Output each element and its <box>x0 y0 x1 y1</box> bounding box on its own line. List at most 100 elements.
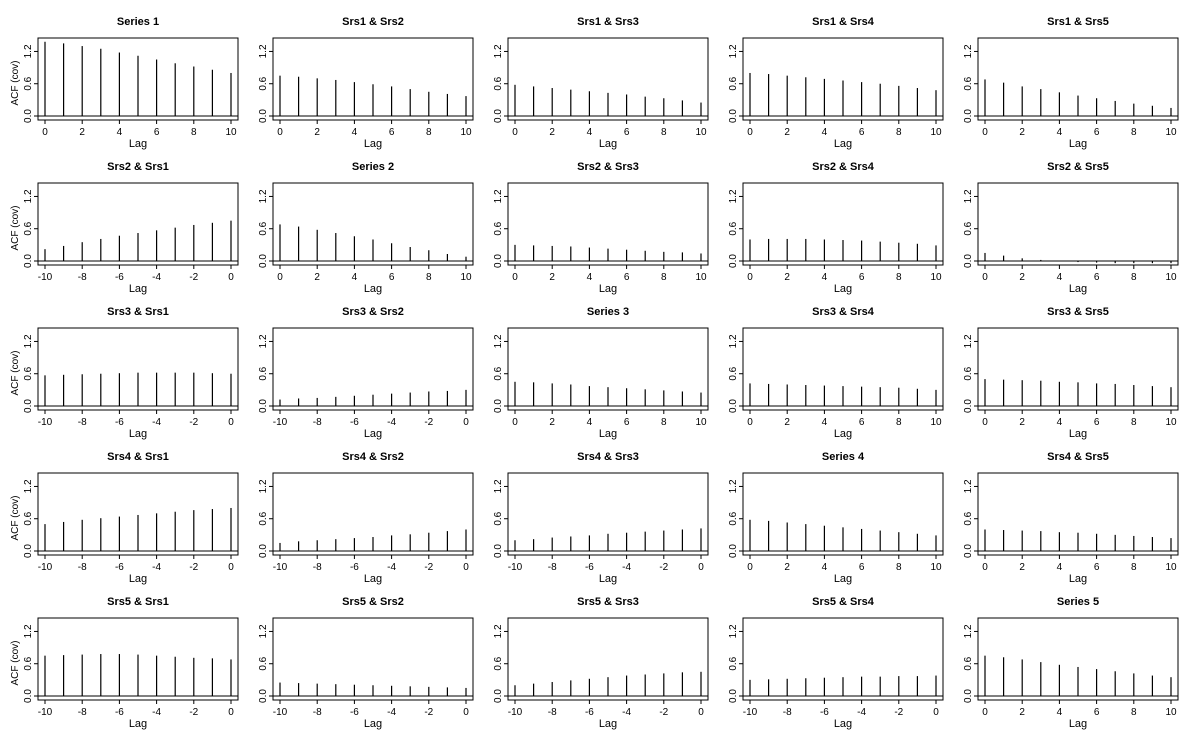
y-tick-label: 0.6 <box>728 76 739 90</box>
x-tick-label: -8 <box>78 272 87 283</box>
x-axis-label: Lag <box>364 283 382 295</box>
x-tick-label: 0 <box>747 562 753 573</box>
x-tick-label: 4 <box>587 272 593 283</box>
x-axis-label: Lag <box>129 138 147 150</box>
x-tick-label: 0 <box>933 707 939 718</box>
x-tick-label: 4 <box>1057 562 1063 573</box>
x-tick-label: -2 <box>424 417 433 428</box>
x-tick-label: 2 <box>1019 127 1025 138</box>
x-tick-label: -6 <box>350 707 359 718</box>
y-tick-label: 1.2 <box>963 334 974 348</box>
x-tick-label: -2 <box>189 417 198 428</box>
x-tick-label: 0 <box>463 562 469 573</box>
x-tick-label: 2 <box>784 127 790 138</box>
panel-frame <box>977 327 1179 411</box>
x-tick-label: 8 <box>426 272 432 283</box>
x-tick-label: 6 <box>624 127 630 138</box>
y-tick-label: 1.2 <box>258 479 269 493</box>
y-tick-label: 1.2 <box>963 44 974 58</box>
y-tick-label: 0.6 <box>258 366 269 380</box>
y-tick-label: 0.0 <box>23 109 34 123</box>
y-tick-label: 0.0 <box>258 544 269 558</box>
panel-frame <box>37 617 239 701</box>
y-tick-label: 0.0 <box>23 689 34 703</box>
panel-title: Srs5 & Srs1 <box>107 596 169 608</box>
y-tick-label: 1.2 <box>258 334 269 348</box>
x-tick-label: -10 <box>273 417 288 428</box>
x-tick-label: 10 <box>930 272 942 283</box>
x-axis-label: Lag <box>834 428 852 440</box>
y-tick-label: 1.2 <box>728 624 739 638</box>
panel-title: Srs1 & Srs2 <box>342 16 404 28</box>
x-tick-label: -6 <box>115 272 124 283</box>
x-axis-label: Lag <box>129 283 147 295</box>
panel-title: Srs2 & Srs1 <box>107 161 169 173</box>
x-tick-label: 10 <box>1165 417 1177 428</box>
y-tick-label: 1.2 <box>258 189 269 203</box>
x-tick-label: 6 <box>1094 417 1100 428</box>
y-tick-label: 0.6 <box>258 656 269 670</box>
x-tick-label: -2 <box>424 707 433 718</box>
y-axis-label: ACF (cov) <box>10 496 21 541</box>
y-tick-label: 1.2 <box>258 44 269 58</box>
x-axis-label: Lag <box>364 428 382 440</box>
x-tick-label: -8 <box>313 707 322 718</box>
panel-title: Series 5 <box>1057 596 1099 608</box>
y-tick-label: 0.6 <box>493 76 504 90</box>
x-axis-label: Lag <box>1069 573 1087 585</box>
x-tick-label: 8 <box>661 127 667 138</box>
x-axis-label: Lag <box>599 718 617 730</box>
panel-frame <box>272 182 474 266</box>
x-tick-label: 4 <box>1057 127 1063 138</box>
x-axis-label: Lag <box>599 138 617 150</box>
x-tick-label: -4 <box>152 562 161 573</box>
y-tick-label: 0.6 <box>23 511 34 525</box>
panel-title: Srs3 & Srs4 <box>812 306 875 318</box>
y-tick-label: 1.2 <box>728 189 739 203</box>
x-tick-label: 8 <box>1131 127 1137 138</box>
y-tick-label: 1.2 <box>23 189 34 203</box>
y-tick-label: 0.0 <box>728 689 739 703</box>
y-tick-label: 1.2 <box>23 44 34 58</box>
x-tick-label: -6 <box>585 562 594 573</box>
x-axis-label: Lag <box>1069 718 1087 730</box>
x-tick-label: 0 <box>463 417 469 428</box>
x-tick-label: 2 <box>549 417 555 428</box>
y-tick-label: 0.0 <box>728 544 739 558</box>
x-tick-label: -8 <box>78 562 87 573</box>
panel-title: Srs1 & Srs3 <box>577 16 639 28</box>
x-tick-label: 8 <box>896 417 902 428</box>
x-tick-label: 4 <box>1057 272 1063 283</box>
x-tick-label: 10 <box>695 417 707 428</box>
y-tick-label: 1.2 <box>258 624 269 638</box>
panel-frame <box>507 617 709 701</box>
x-tick-label: -4 <box>152 707 161 718</box>
panel-frame <box>507 472 709 556</box>
x-tick-label: -10 <box>273 562 288 573</box>
y-tick-label: 0.0 <box>963 109 974 123</box>
y-tick-label: 0.6 <box>258 221 269 235</box>
x-axis-label: Lag <box>1069 428 1087 440</box>
x-tick-label: 0 <box>463 707 469 718</box>
x-tick-label: -2 <box>894 707 903 718</box>
y-tick-label: 0.0 <box>23 399 34 413</box>
y-tick-label: 0.0 <box>258 399 269 413</box>
y-tick-label: 0.0 <box>963 254 974 268</box>
x-tick-label: -10 <box>743 707 758 718</box>
y-tick-label: 0.0 <box>493 399 504 413</box>
x-tick-label: -4 <box>387 707 396 718</box>
x-tick-label: 4 <box>822 417 828 428</box>
y-tick-label: 1.2 <box>963 479 974 493</box>
y-tick-label: 1.2 <box>23 479 34 493</box>
y-tick-label: 0.0 <box>728 399 739 413</box>
x-tick-label: -4 <box>622 707 631 718</box>
panel-title: Series 1 <box>117 16 159 28</box>
panel-title: Srs5 & Srs4 <box>812 596 875 608</box>
x-tick-label: 2 <box>1019 272 1025 283</box>
x-tick-label: 2 <box>1019 417 1025 428</box>
y-tick-label: 1.2 <box>493 44 504 58</box>
panel-title: Series 2 <box>352 161 394 173</box>
x-tick-label: 8 <box>661 272 667 283</box>
x-tick-label: 6 <box>624 417 630 428</box>
